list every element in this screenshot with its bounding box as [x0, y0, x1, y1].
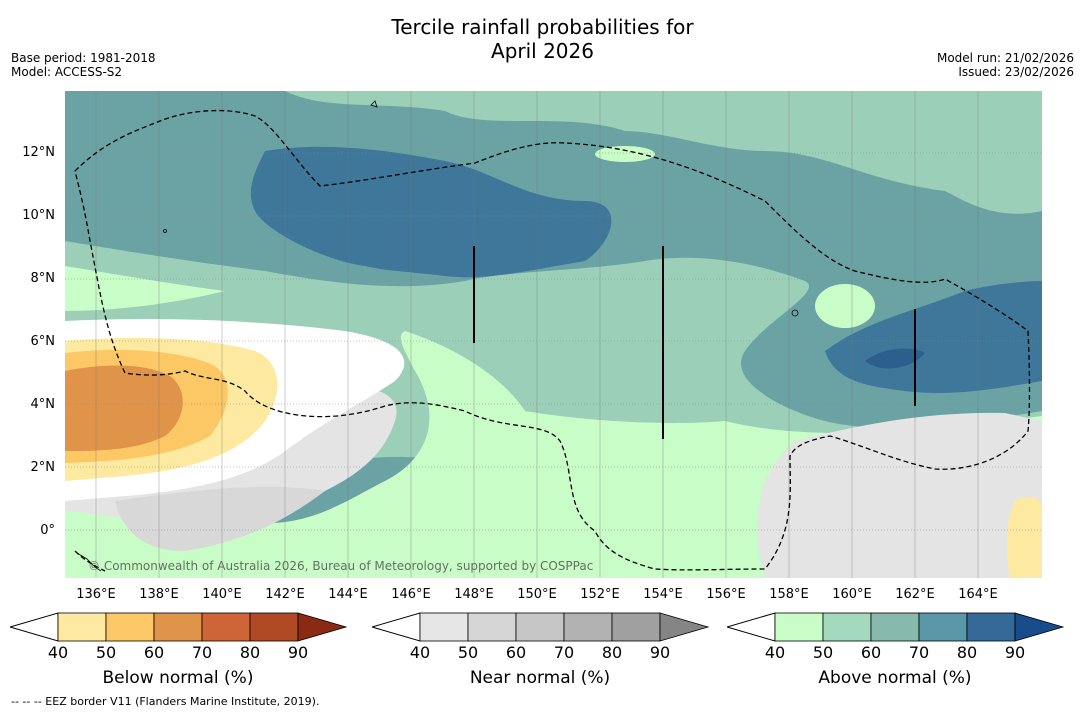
swatch-below-40 — [57, 612, 107, 642]
forecast-map — [65, 91, 1042, 578]
lat-label: 2°N — [30, 460, 56, 475]
lon-label: 162°E — [895, 587, 935, 602]
lon-label: 154°E — [643, 587, 683, 602]
tick: 90 — [287, 643, 309, 662]
swatch-near-70 — [563, 612, 613, 642]
swatch-below-70 — [201, 612, 251, 642]
tick: 70 — [908, 643, 930, 662]
lon-label: 156°E — [706, 587, 746, 602]
lon-label: 150°E — [517, 587, 557, 602]
below-60 — [65, 365, 183, 451]
swatch-near-80 — [611, 612, 661, 642]
tick: 70 — [553, 643, 575, 662]
swatch-above-90 — [1014, 612, 1065, 642]
blob-70-center — [250, 146, 612, 278]
lon-label: 152°E — [580, 587, 620, 602]
swatch-below-50 — [105, 612, 155, 642]
tick: 90 — [649, 643, 671, 662]
top-50-band — [285, 91, 1042, 214]
islands — [76, 100, 799, 572]
swatch-near-40 — [419, 612, 469, 642]
model-name: Model: ACCESS-S2 — [11, 65, 123, 79]
lon-label: 136°E — [76, 587, 116, 602]
colorbar-near-svg — [372, 612, 710, 642]
lon-label: 140°E — [202, 587, 242, 602]
lon-label: 146°E — [391, 587, 431, 602]
map-svg — [65, 91, 1042, 578]
tick: 90 — [1004, 643, 1026, 662]
swatch-above-80 — [966, 612, 1016, 642]
issued-date: Issued: 23/02/2026 — [958, 65, 1074, 79]
swatch-below-80 — [249, 612, 299, 642]
lon-label: 164°E — [958, 587, 998, 602]
tick: 60 — [505, 643, 527, 662]
lat-label: 0° — [40, 523, 55, 538]
title-line-2: April 2026 — [491, 39, 594, 63]
swatch-near-60 — [515, 612, 565, 642]
lat-label: 10°N — [22, 208, 55, 223]
colorbar-below-svg — [10, 612, 348, 642]
blob-80-right — [865, 348, 925, 369]
lon-label: 142°E — [265, 587, 305, 602]
tick: 80 — [239, 643, 261, 662]
tick: 70 — [191, 643, 213, 662]
tick: 50 — [95, 643, 117, 662]
colorbar-near-title: Near normal (%) — [469, 668, 611, 688]
swatch-above-50 — [822, 612, 872, 642]
model-run: Model run: 21/02/2026 — [936, 51, 1074, 65]
lon-gridlines — [95, 91, 979, 578]
eez-footnote: -- -- -- EEZ border V11 (Flanders Marine… — [11, 695, 320, 708]
near-normal-east — [757, 412, 1042, 578]
swatch-above-60 — [870, 612, 920, 642]
lat-label: 4°N — [30, 397, 56, 412]
tick: 50 — [812, 643, 834, 662]
tick: 40 — [409, 643, 431, 662]
lon-label: 160°E — [832, 587, 872, 602]
title-line-1: Tercile rainfall probabilities for — [391, 15, 694, 39]
tick: 40 — [764, 643, 786, 662]
tick: 50 — [457, 643, 479, 662]
tick: 60 — [143, 643, 165, 662]
swatch-near-90 — [659, 612, 710, 642]
base-period: Base period: 1981-2018 — [11, 51, 156, 65]
lat-label: 6°N — [30, 334, 56, 349]
lon-label: 158°E — [769, 587, 809, 602]
colorbar-below-title: Below normal (%) — [102, 668, 254, 688]
lat-gridlines — [65, 152, 1042, 531]
eez-border — [74, 109, 1031, 571]
lon-label: 144°E — [328, 587, 368, 602]
swatch-above-40 — [774, 612, 824, 642]
tick: 40 — [47, 643, 69, 662]
tick: 60 — [860, 643, 882, 662]
lon-label: 138°E — [139, 587, 179, 602]
colorbar-above-svg — [727, 612, 1065, 642]
colorbar-above-title: Above normal (%) — [818, 668, 972, 688]
swatch-above-70 — [918, 612, 968, 642]
swatch-near-50 — [467, 612, 517, 642]
lat-label: 8°N — [30, 271, 56, 286]
lon-label: 148°E — [454, 587, 494, 602]
tick: 80 — [956, 643, 978, 662]
tick: 80 — [601, 643, 623, 662]
copyright-notice: © Commonwealth of Australia 2026, Bureau… — [88, 559, 594, 573]
lat-label: 12°N — [22, 145, 55, 160]
swatch-below-90 — [297, 612, 348, 642]
swatch-below-60 — [153, 612, 203, 642]
